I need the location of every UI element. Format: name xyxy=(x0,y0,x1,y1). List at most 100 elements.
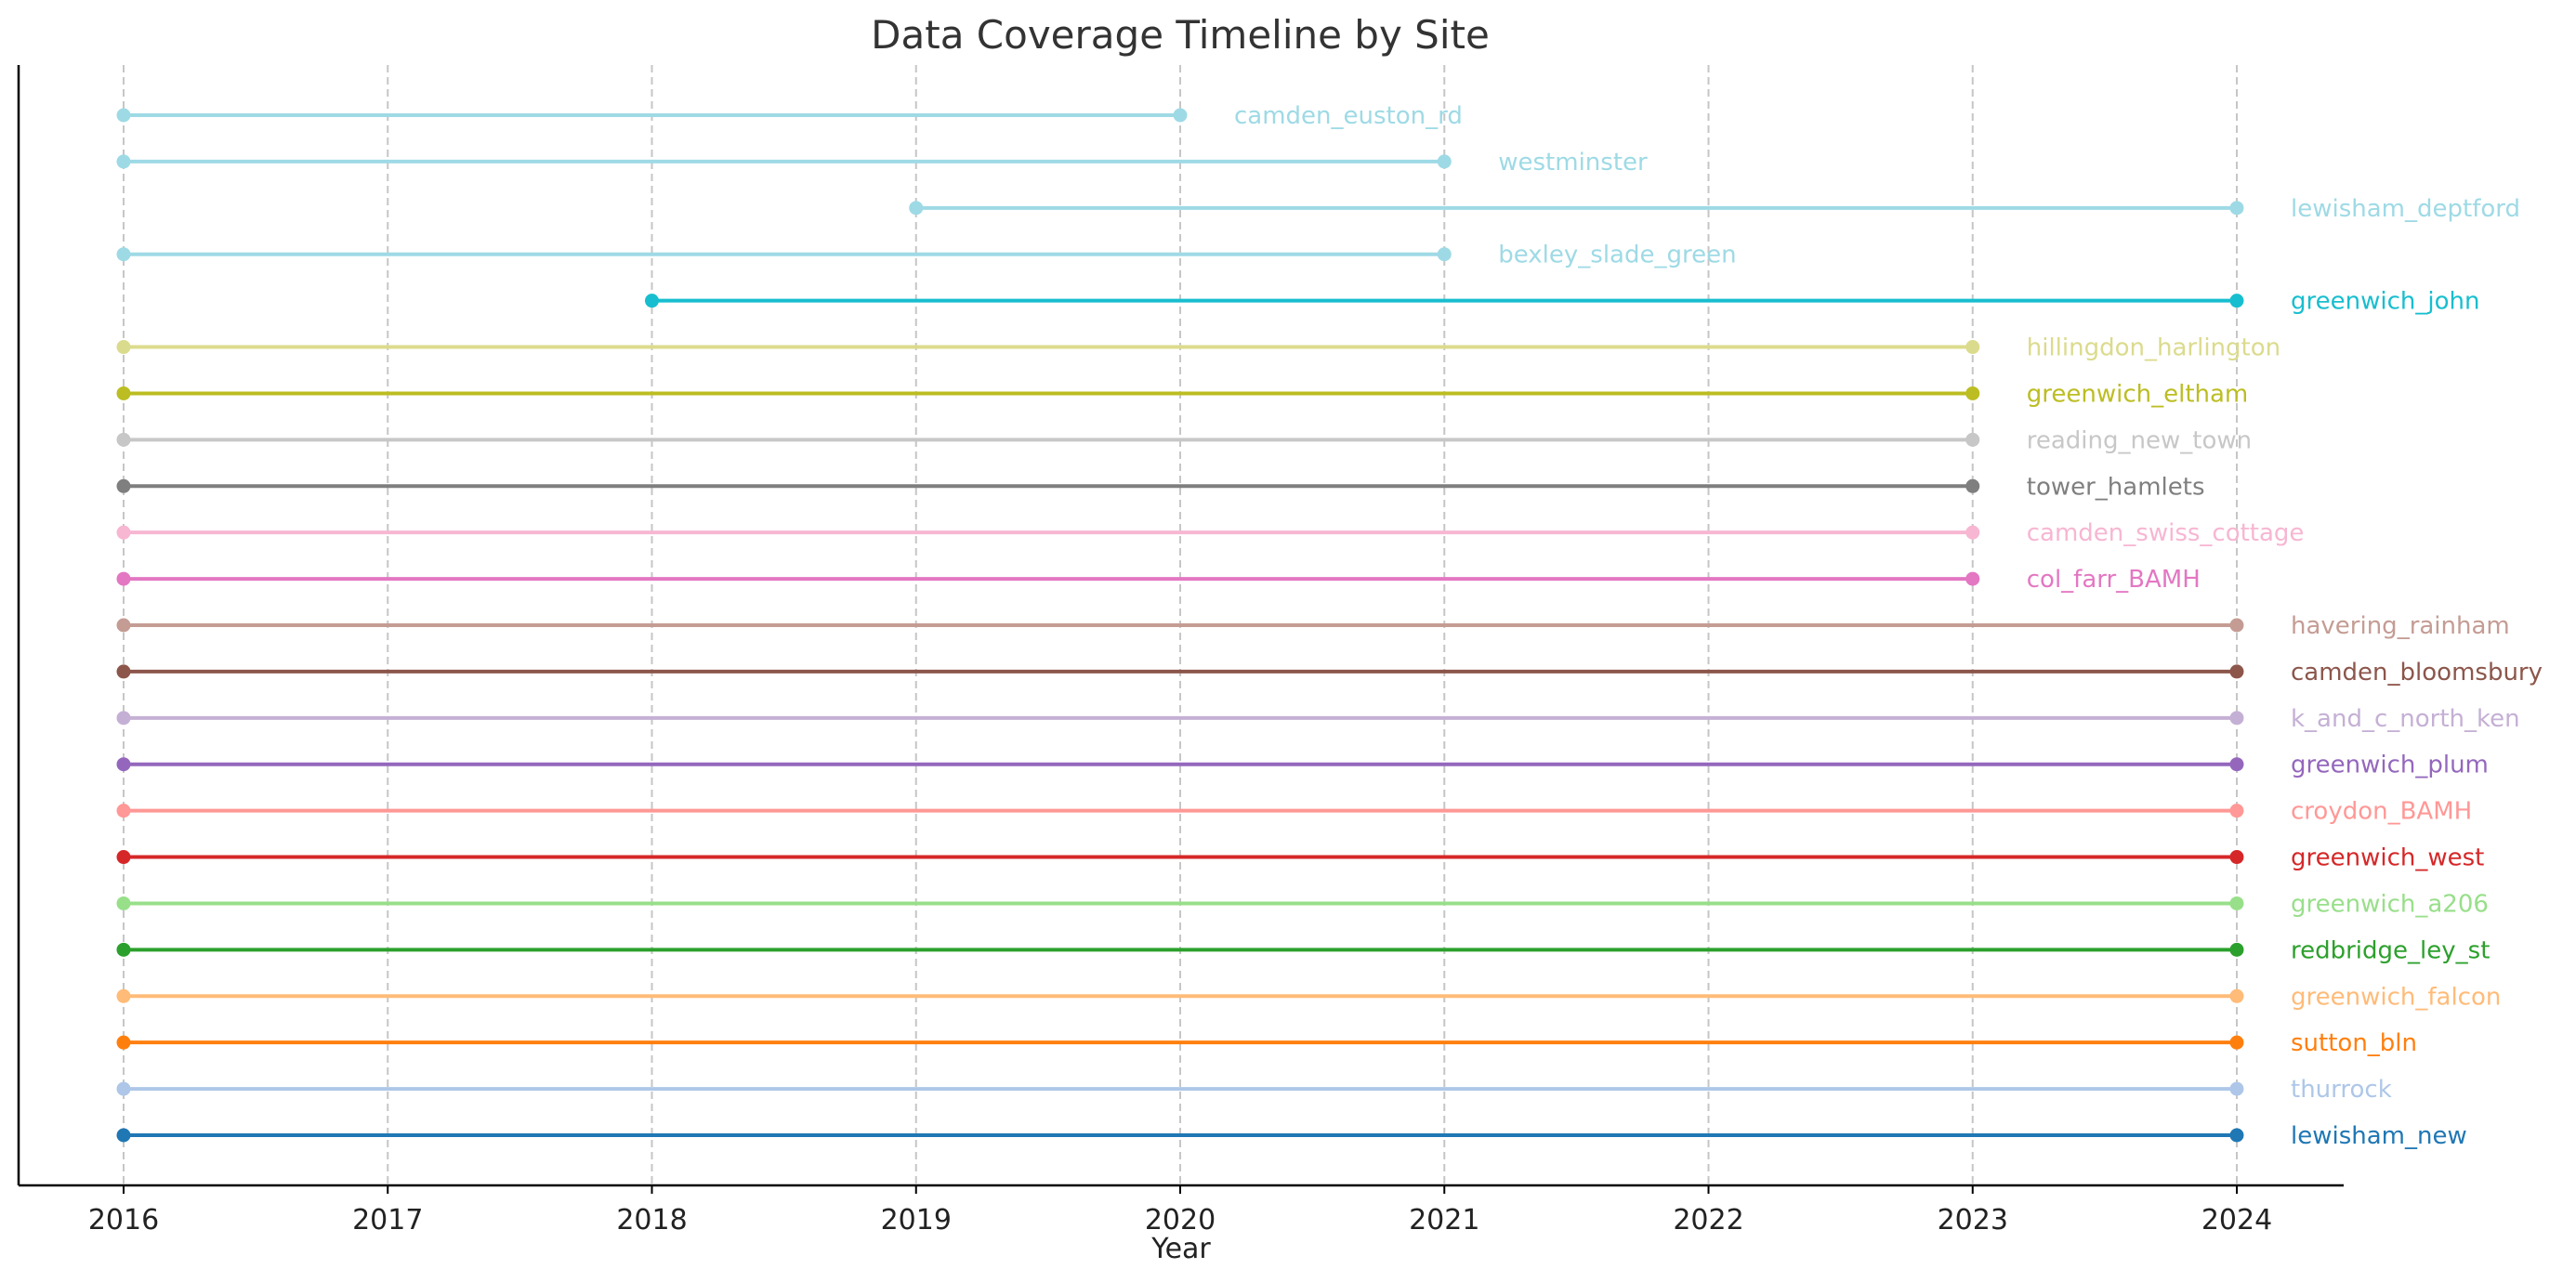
end-marker xyxy=(2229,294,2244,308)
x-tick-label-2019: 2019 xyxy=(881,1204,952,1236)
end-marker xyxy=(2229,1128,2244,1143)
series-croydon_BAMH: croydon_BAMH xyxy=(116,798,2472,826)
series-greenwich_a206: greenwich_a206 xyxy=(116,890,2489,918)
end-marker xyxy=(2229,1081,2244,1096)
end-marker xyxy=(1173,108,1188,123)
x-tick-label-2018: 2018 xyxy=(616,1204,687,1236)
end-marker xyxy=(1965,478,1980,493)
end-marker xyxy=(1965,525,1980,540)
x-tick-label-2021: 2021 xyxy=(1409,1204,1479,1236)
end-marker xyxy=(2229,942,2244,957)
series-label: tower_hamlets xyxy=(2027,473,2205,501)
start-marker xyxy=(909,201,924,216)
series-label: camden_euston_rd xyxy=(1234,102,1463,130)
series-greenwich_eltham: greenwich_eltham xyxy=(116,380,2249,408)
series-sutton_bln: sutton_bln xyxy=(116,1029,2417,1057)
end-marker xyxy=(1965,340,1980,355)
series-greenwich_falcon: greenwich_falcon xyxy=(116,983,2501,1011)
start-marker xyxy=(116,340,131,355)
end-marker xyxy=(2229,804,2244,818)
series-label: greenwich_west xyxy=(2291,844,2484,872)
series-label: redbridge_ley_st xyxy=(2291,936,2490,964)
series-label: havering_rainham xyxy=(2291,612,2510,640)
start-marker xyxy=(116,988,131,1003)
start-marker xyxy=(116,757,131,772)
x-tick-label-2017: 2017 xyxy=(352,1204,423,1236)
end-marker xyxy=(1965,386,1980,400)
series-label: k_and_c_north_ken xyxy=(2291,705,2520,733)
start-marker xyxy=(116,804,131,818)
chart-title: Data Coverage Timeline by Site xyxy=(871,12,1490,58)
start-marker xyxy=(116,618,131,633)
start-marker xyxy=(116,386,131,400)
series-camden_swiss_cottage: camden_swiss_cottage xyxy=(116,519,2305,547)
series-label: camden_bloomsbury xyxy=(2291,659,2543,687)
series-lewisham_deptford: lewisham_deptford xyxy=(909,195,2520,223)
x-axis-ticks: 2016 2017 2018 2019 2020 2021 2022 2023 2024 xyxy=(88,1185,2272,1236)
series-label: sutton_bln xyxy=(2291,1029,2417,1057)
end-marker xyxy=(2229,896,2244,910)
end-marker xyxy=(2229,618,2244,633)
series-label: col_farr_BAMH xyxy=(2027,566,2201,594)
x-tick-label-2020: 2020 xyxy=(1145,1204,1216,1236)
series-label: greenwich_plum xyxy=(2291,752,2489,779)
series-label: hillingdon_harlington xyxy=(2027,334,2280,362)
series-reading_new_town: reading_new_town xyxy=(116,426,2252,454)
series-tower_hamlets: tower_hamlets xyxy=(116,473,2205,501)
series-label: westminster xyxy=(1498,149,1648,177)
end-marker xyxy=(1965,432,1980,447)
end-marker xyxy=(1965,571,1980,586)
series-label: lewisham_deptford xyxy=(2291,195,2520,223)
series-lewisham_new: lewisham_new xyxy=(116,1122,2467,1150)
series-havering_rainham: havering_rainham xyxy=(116,612,2510,640)
end-marker xyxy=(2229,757,2244,772)
start-marker xyxy=(645,294,659,308)
start-marker xyxy=(116,896,131,910)
series-label: lewisham_new xyxy=(2291,1122,2467,1150)
start-marker xyxy=(116,942,131,957)
end-marker xyxy=(1437,247,1452,262)
series-label: thurrock xyxy=(2291,1076,2392,1104)
series-westminster: westminster xyxy=(116,149,1648,177)
end-marker xyxy=(2229,1035,2244,1050)
series-col_farr_BAMH: col_farr_BAMH xyxy=(116,566,2201,594)
series-label: croydon_BAMH xyxy=(2291,798,2472,826)
series-greenwich_plum: greenwich_plum xyxy=(116,752,2489,779)
x-axis-label: Year xyxy=(1150,1233,1211,1265)
series-camden_bloomsbury: camden_bloomsbury xyxy=(116,659,2543,687)
end-marker xyxy=(2229,711,2244,726)
series-k_and_c_north_ken: k_and_c_north_ken xyxy=(116,705,2520,733)
series-label: greenwich_john xyxy=(2291,288,2479,316)
start-marker xyxy=(116,1081,131,1096)
start-marker xyxy=(116,664,131,679)
x-tick-label-2024: 2024 xyxy=(2201,1204,2272,1236)
x-tick-label-2023: 2023 xyxy=(1938,1204,2008,1236)
series-redbridge_ley_st: redbridge_ley_st xyxy=(116,936,2490,964)
series-label: greenwich_eltham xyxy=(2027,380,2249,408)
end-marker xyxy=(2229,201,2244,216)
series-greenwich_west: greenwich_west xyxy=(116,844,2484,872)
start-marker xyxy=(116,247,131,262)
x-tick-label-2022: 2022 xyxy=(1673,1204,1743,1236)
start-marker xyxy=(116,154,131,169)
series-greenwich_john: greenwich_john xyxy=(645,288,2479,316)
series-bexley_slade_green: bexley_slade_green xyxy=(116,242,1737,269)
series-label: greenwich_falcon xyxy=(2291,983,2501,1011)
end-marker xyxy=(2229,988,2244,1003)
series-label: camden_swiss_cottage xyxy=(2027,519,2305,547)
end-marker xyxy=(1437,154,1452,169)
series-camden_euston_rd: camden_euston_rd xyxy=(116,102,1463,130)
start-marker xyxy=(116,571,131,586)
start-marker xyxy=(116,1128,131,1143)
start-marker xyxy=(116,711,131,726)
x-tick-label-2016: 2016 xyxy=(88,1204,159,1236)
series-label: reading_new_town xyxy=(2027,426,2252,454)
series-label: bexley_slade_green xyxy=(1498,242,1736,269)
start-marker xyxy=(116,850,131,865)
end-marker xyxy=(2229,850,2244,865)
series-label: greenwich_a206 xyxy=(2291,890,2489,918)
start-marker xyxy=(116,1035,131,1050)
start-marker xyxy=(116,432,131,447)
series-hillingdon_harlington: hillingdon_harlington xyxy=(116,334,2280,362)
